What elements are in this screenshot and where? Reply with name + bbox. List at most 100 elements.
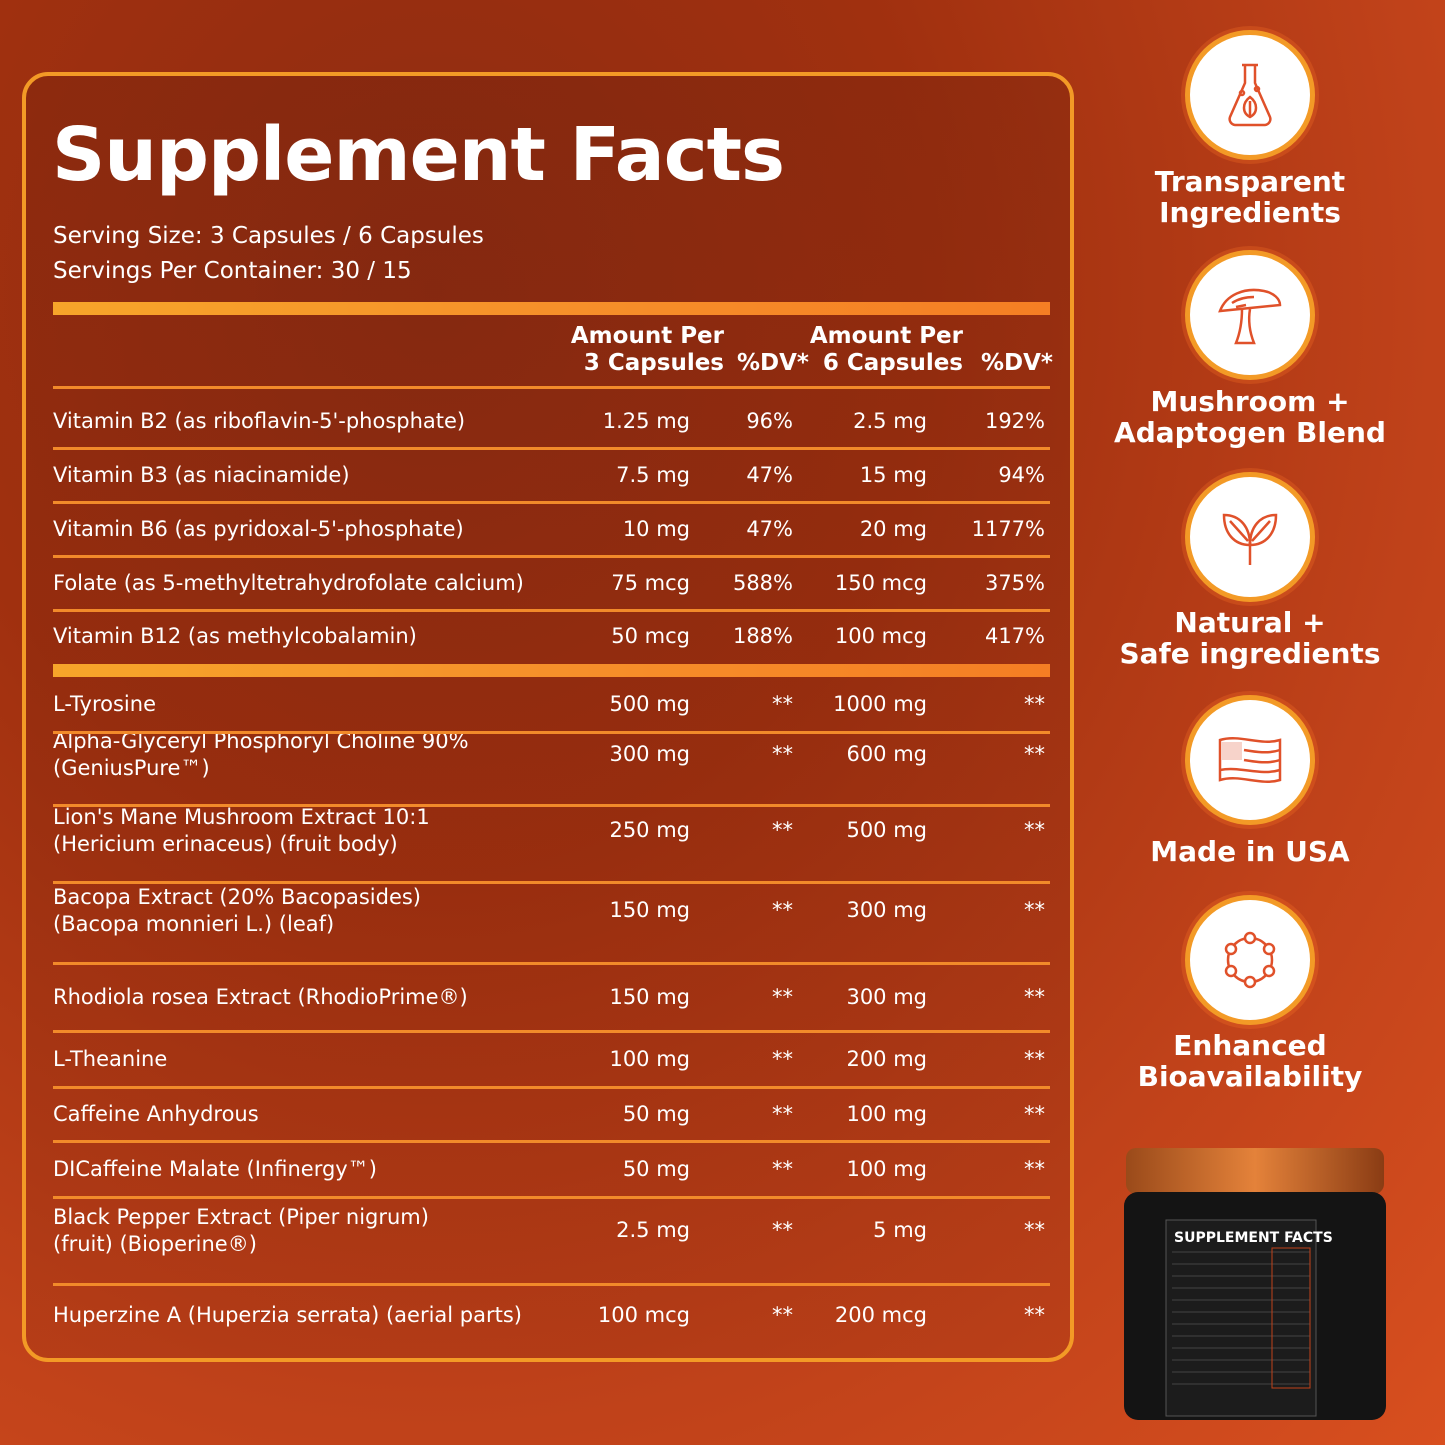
ingredient-name: Vitamin B3 (as niacinamide) [53, 463, 350, 487]
ingredient-name: DICaffeine Malate (Infinergy™) [53, 1157, 377, 1181]
ingredient-name-line2: (fruit) (Bioperine®) [53, 1232, 257, 1256]
amount-6-capsules: 5 mg [873, 1218, 927, 1242]
row-divider [53, 881, 1050, 884]
row-divider [53, 1086, 1050, 1089]
natural-safe-badge [1190, 477, 1310, 597]
sprout-leaf-icon [1222, 513, 1278, 565]
ingredient-name: L-Tyrosine [53, 692, 156, 716]
amount-6-capsules: 100 mg [846, 1157, 927, 1181]
amount-6-capsules: 150 mcg [834, 571, 927, 595]
row-divider [53, 1283, 1050, 1286]
dv-3-capsules: ** [772, 898, 793, 922]
amount-6-capsules: 600 mg [846, 742, 927, 766]
dv-3-capsules: 96% [746, 409, 793, 433]
dv-3-capsules: ** [772, 985, 793, 1009]
amount-6-capsules: 2.5 mg [853, 409, 927, 433]
ingredient-name: Vitamin B2 (as riboflavin-5'-phosphate) [53, 409, 466, 433]
mushroom-blend-label: Mushroom + Adaptogen Blend [1114, 385, 1386, 449]
ingredient-name: Folate (as 5-methyltetrahydrofolate calc… [53, 571, 524, 595]
dv-3-capsules: ** [772, 1047, 793, 1071]
dv-6-capsules: ** [1024, 1102, 1045, 1126]
made-in-usa-badge [1190, 700, 1310, 820]
dv-6-capsules: 94% [998, 463, 1045, 487]
dv-6-capsules: 1177% [971, 517, 1045, 541]
servings-per-container: Servings Per Container: 30 / 15 [53, 258, 412, 284]
ingredient-name: Black Pepper Extract (Piper nigrum) [53, 1205, 429, 1229]
dv-3-capsules: 47% [746, 517, 793, 541]
jar-label: SUPPLEMENT FACTS [1174, 1230, 1333, 1246]
row-divider [53, 555, 1050, 558]
ingredient-name: Caffeine Anhydrous [53, 1102, 259, 1126]
amount-6-capsules: 300 mg [846, 898, 927, 922]
dv-6-capsules-header: %DV* [981, 350, 1053, 376]
ingredient-name-line2: (Hericium erinaceus) (fruit body) [53, 832, 398, 856]
dv-3-capsules: ** [772, 818, 793, 842]
dv-3-capsules: ** [772, 1157, 793, 1181]
transparent-ingredients-badge [1190, 35, 1310, 155]
amount-6-capsules: 1000 mg [833, 692, 927, 716]
ingredient-name-line2: (GeniusPure™) [53, 756, 210, 780]
molecule-ring-icon [1224, 931, 1276, 989]
amount-6-capsules: 500 mg [846, 818, 927, 842]
ingredient-name: L-Theanine [53, 1047, 168, 1071]
amount-6-capsules: 15 mg [859, 463, 927, 487]
dv-3-capsules: ** [772, 1102, 793, 1126]
dv-6-capsules: ** [1024, 898, 1045, 922]
serving-size: Serving Size: 3 Capsules / 6 Capsules [53, 223, 484, 249]
ingredient-name: Vitamin B12 (as methylcobalamin) [53, 624, 417, 648]
row-divider [53, 447, 1050, 450]
dv-6-capsules: ** [1024, 692, 1045, 716]
dv-6-capsules: ** [1024, 985, 1045, 1009]
dv-3-capsules: ** [772, 742, 793, 766]
dv-6-capsules: ** [1024, 742, 1045, 766]
ingredient-name: Huperzine A (Huperzia serrata) (aerial p… [53, 1303, 522, 1327]
dv-3-capsules: 188% [732, 624, 793, 648]
row-divider [53, 1140, 1050, 1143]
dv-6-capsules: ** [1024, 1157, 1045, 1181]
amount-6-capsules: 100 mcg [834, 624, 927, 648]
page-title: Supplement Facts [52, 112, 785, 198]
row-divider [53, 731, 1050, 734]
amount-6-capsules: 20 mg [859, 517, 927, 541]
section-divider [53, 664, 1050, 677]
amount-3-capsules: 50 mcg [611, 624, 690, 648]
dv-6-capsules: ** [1024, 1303, 1045, 1327]
amount-3-capsules: 500 mg [609, 692, 690, 716]
dv-3-capsules: 47% [746, 463, 793, 487]
ingredient-name: Rhodiola rosea Extract (RhodioPrime®) [53, 985, 468, 1009]
amount-3-capsules: 2.5 mg [616, 1218, 690, 1242]
mushroom-icon [1218, 288, 1282, 345]
amount-3-capsules: 1.25 mg [602, 409, 690, 433]
amount-6-capsules: 200 mg [846, 1047, 927, 1071]
dv-3-capsules-header: %DV* [737, 350, 809, 376]
amount-6-capsules: 200 mcg [834, 1303, 927, 1327]
amount-6-capsules-header: Amount Per 6 Capsules [809, 323, 963, 376]
amount-3-capsules: 150 mg [609, 985, 690, 1009]
row-divider [53, 501, 1050, 504]
dv-3-capsules: 588% [732, 571, 793, 595]
made-in-usa-label: Made in USA [1150, 835, 1350, 868]
amount-3-capsules: 10 mg [622, 517, 690, 541]
ingredient-name: Vitamin B6 (as pyridoxal-5'-phosphate) [53, 517, 464, 541]
dv-6-capsules: 417% [984, 624, 1045, 648]
amount-3-capsules: 300 mg [609, 742, 690, 766]
dv-3-capsules: ** [772, 1303, 793, 1327]
flask-leaf-icon [1228, 63, 1272, 127]
ingredient-name: Lion's Mane Mushroom Extract 10:1 [53, 805, 430, 829]
amount-3-capsules: 100 mcg [597, 1303, 690, 1327]
dv-6-capsules: 375% [984, 571, 1045, 595]
mushroom-blend-badge [1190, 255, 1310, 375]
row-divider [53, 1196, 1050, 1199]
amount-3-capsules: 250 mg [609, 818, 690, 842]
row-divider [53, 804, 1050, 807]
usa-flag-icon [1218, 737, 1282, 783]
ingredient-name: Bacopa Extract (20% Bacopasides) [53, 885, 422, 909]
dv-3-capsules: ** [772, 692, 793, 716]
row-divider [53, 1030, 1050, 1033]
dv-6-capsules: ** [1024, 818, 1045, 842]
transparent-ingredients-label: Transparent Ingredients [1154, 165, 1346, 229]
amount-3-capsules: 50 mg [622, 1102, 690, 1126]
row-divider [53, 609, 1050, 612]
amount-3-capsules: 50 mg [622, 1157, 690, 1181]
bioavailability-label: Enhanced Bioavailability [1137, 1029, 1363, 1093]
